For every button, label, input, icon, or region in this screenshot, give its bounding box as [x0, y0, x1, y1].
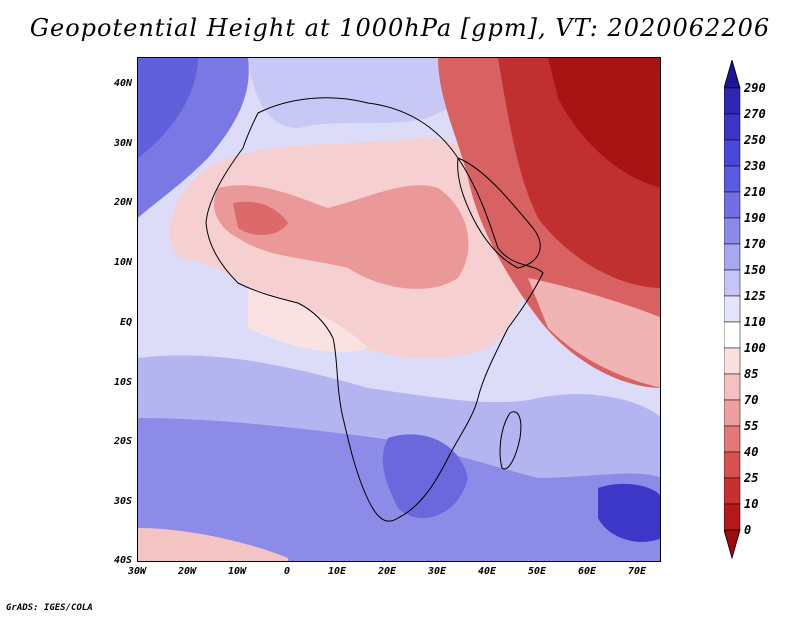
lat-label-30n: 30N [113, 138, 132, 149]
indian-ocean-low [528, 278, 660, 388]
colorbar-label: 170 [744, 237, 766, 251]
colorbar-swatch [724, 295, 741, 323]
colorbar-label: 110 [744, 315, 766, 329]
colorbar-label: 150 [744, 263, 766, 277]
map-title: Geopotential Height at 1000hPa [gpm], VT… [29, 14, 771, 42]
lon-label-50e: 50E [527, 566, 547, 577]
map-svg [138, 58, 660, 561]
colorbar-label: 190 [744, 211, 766, 225]
south-africa-high [382, 434, 468, 518]
colorbar-swatch [724, 243, 741, 271]
map-plot-area [137, 57, 661, 562]
iran-core-low [548, 58, 660, 188]
colorbar-label: 250 [744, 133, 766, 147]
west-sahara-core [233, 201, 288, 235]
lon-label-70e: 70E [627, 566, 647, 577]
colorbar-top-arrow [724, 60, 741, 89]
lon-label-30w: 30W [127, 566, 147, 577]
south-atlantic-low [138, 528, 288, 561]
colorbar-label: 40 [744, 445, 759, 459]
africa-coastline [205, 97, 544, 522]
colorbar-swatch [724, 139, 741, 167]
colorbar-label: 125 [744, 289, 766, 303]
lon-label-20w: 20W [177, 566, 197, 577]
lat-label-eq: EQ [119, 317, 132, 328]
lat-label-40s: 40S [113, 555, 132, 566]
lat-label-10n: 10N [113, 257, 132, 268]
colorbar-swatch [724, 217, 741, 245]
lat-label-40n: 40N [113, 78, 132, 89]
lon-label-60e: 60E [577, 566, 597, 577]
colorbar-swatch [724, 165, 741, 193]
colorbar-swatch [724, 269, 741, 297]
colorbar-swatch [724, 399, 741, 427]
colorbar-label: 25 [744, 471, 759, 485]
colorbar-swatch [724, 425, 741, 453]
colorbar-label: 230 [744, 159, 766, 173]
colorbar-swatch [724, 451, 741, 479]
colorbar-swatch [724, 347, 741, 375]
madagascar-outline [499, 411, 522, 470]
lat-label-20n: 20N [113, 197, 132, 208]
gulf-of-guinea [248, 288, 368, 352]
lon-label-10w: 10W [227, 566, 247, 577]
lon-label-20e: 20E [377, 566, 397, 577]
colorbar-swatch [724, 321, 741, 349]
lon-label-40e: 40E [477, 566, 497, 577]
colorbar-swatch [724, 191, 741, 219]
colorbar-bottom-arrow [724, 529, 741, 560]
colorbar-swatch [724, 373, 741, 401]
colorbar-swatch [724, 503, 741, 531]
lon-label-0: 0 [283, 566, 291, 577]
colorbar-swatch [724, 477, 741, 505]
colorbar-swatch [724, 87, 741, 115]
colorbar-label: 290 [744, 81, 766, 95]
colorbar-label: 100 [744, 341, 766, 355]
lon-label-30e: 30E [427, 566, 447, 577]
lat-label-20s: 20S [113, 436, 132, 447]
indian-ocean-high [598, 483, 660, 542]
lat-label-10s: 10S [113, 377, 132, 388]
colorbar [724, 60, 741, 560]
north-atlantic-core [138, 58, 198, 158]
footer-credit: GrADS: IGES/COLA [6, 603, 93, 613]
colorbar-label: 70 [744, 393, 759, 407]
colorbar-label: 85 [744, 367, 759, 381]
colorbar-label: 270 [744, 107, 766, 121]
sahara-low [214, 185, 469, 289]
colorbar-label: 0 [744, 523, 752, 537]
colorbar-label: 10 [744, 497, 759, 511]
colorbar-swatch [724, 113, 741, 141]
colorbar-label: 210 [744, 185, 766, 199]
colorbar-label: 55 [744, 419, 759, 433]
arabia-outline [457, 157, 541, 269]
lat-label-30s: 30S [113, 496, 132, 507]
lon-label-10e: 10E [327, 566, 347, 577]
